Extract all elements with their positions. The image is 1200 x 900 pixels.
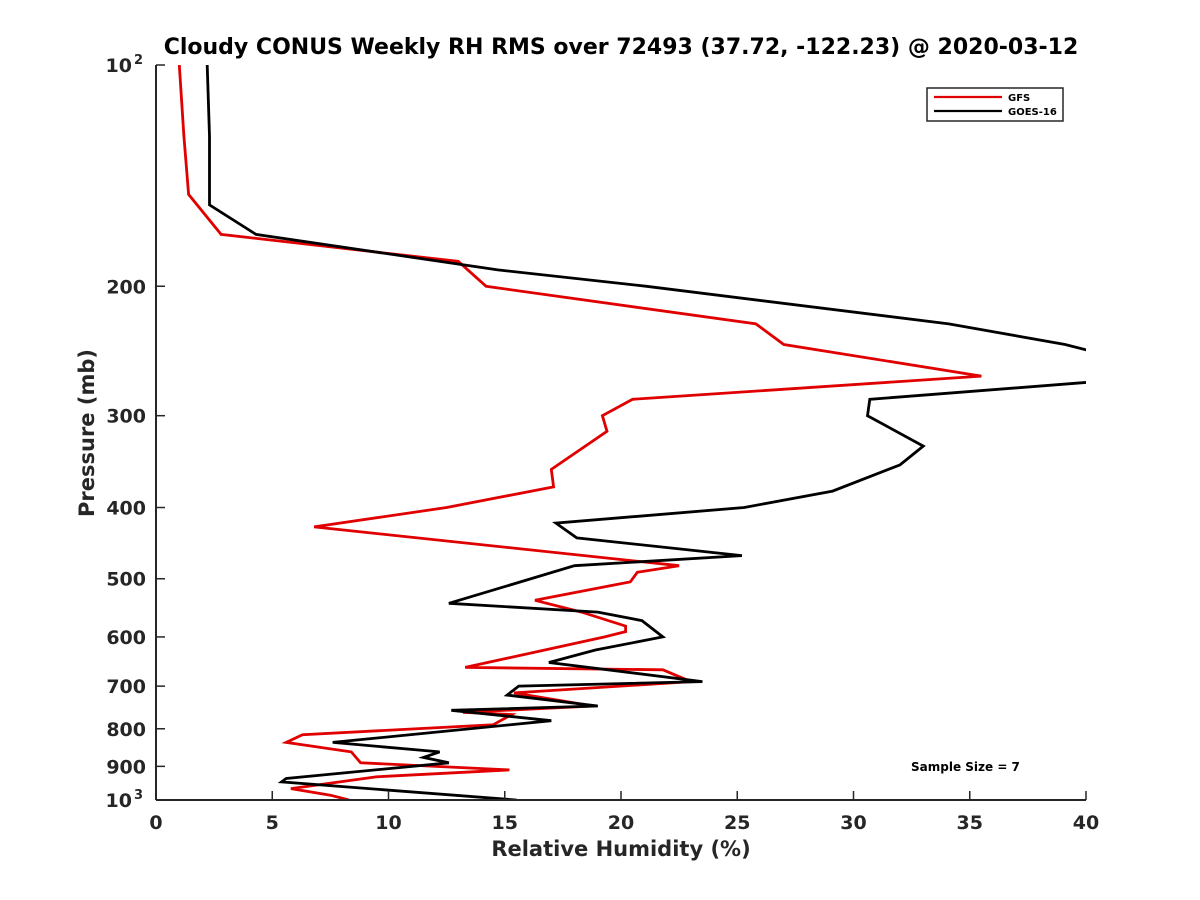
legend: GFS GOES-16 bbox=[926, 87, 1064, 122]
y-axis-label: Pressure (mb) bbox=[75, 349, 99, 517]
y-tick-label: 600 bbox=[106, 627, 146, 649]
x-axis-label: Relative Humidity (%) bbox=[491, 837, 750, 861]
x-tick-label: 25 bbox=[724, 812, 750, 834]
y-tick-label: 200 bbox=[106, 276, 146, 298]
y-tick-exponent: 3 bbox=[134, 788, 143, 803]
x-tick-label: 40 bbox=[1073, 812, 1099, 834]
y-tick-label: 10 bbox=[106, 790, 132, 812]
y-tick-label: 900 bbox=[106, 756, 146, 778]
legend-label-goes16: GOES-16 bbox=[1008, 107, 1057, 118]
x-tick-label: 15 bbox=[492, 812, 518, 834]
y-tick-label: 300 bbox=[106, 406, 146, 428]
series-line-goes-16 bbox=[205, 65, 1086, 800]
y-tick-label: 800 bbox=[106, 719, 146, 741]
legend-box bbox=[926, 87, 1064, 122]
y-tick-exponent: 2 bbox=[134, 53, 143, 68]
x-tick-label: 30 bbox=[840, 812, 866, 834]
y-tick-label: 400 bbox=[106, 498, 146, 520]
x-tick-label: 35 bbox=[957, 812, 983, 834]
series-line-gfs bbox=[177, 65, 982, 800]
series-layer bbox=[177, 65, 1086, 800]
plot-area bbox=[156, 65, 1086, 800]
y-tick-label: 700 bbox=[106, 676, 146, 698]
sample-size-annotation: Sample Size = 7 bbox=[911, 760, 1020, 774]
x-tick-label: 0 bbox=[149, 812, 162, 834]
x-tick-label: 10 bbox=[375, 812, 401, 834]
legend-label-gfs: GFS bbox=[1008, 93, 1030, 104]
chart-title: Cloudy CONUS Weekly RH RMS over 72493 (3… bbox=[164, 35, 1079, 60]
y-tick-label: 10 bbox=[106, 55, 132, 77]
x-tick-label: 5 bbox=[266, 812, 279, 834]
x-tick-label: 20 bbox=[608, 812, 634, 834]
y-tick-label: 500 bbox=[106, 569, 146, 591]
